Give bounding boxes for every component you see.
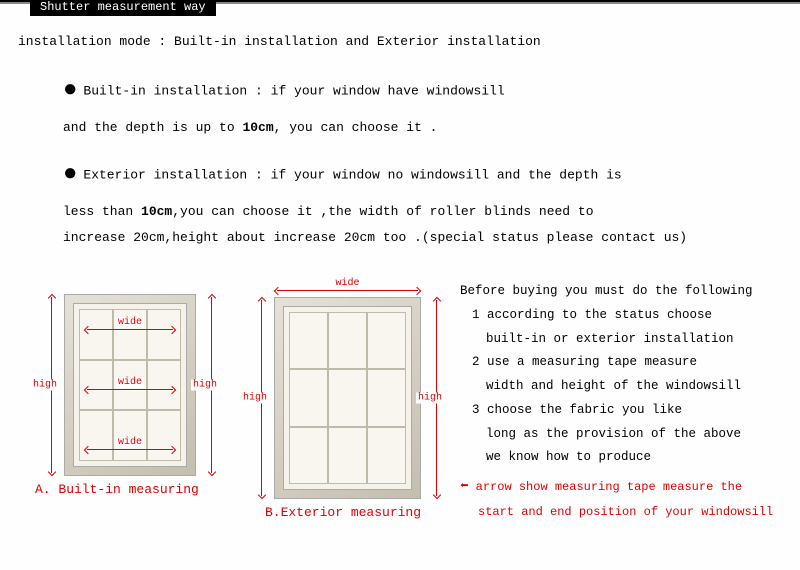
header-stripe: Shutter measurement way xyxy=(0,0,800,4)
bullet-dot-icon: ● xyxy=(63,161,77,188)
step-3b: long as the provision of the above xyxy=(460,423,800,447)
bullet-exterior: ● Exterior installation : if your window … xyxy=(63,151,782,251)
steps-text: Before buying you must do the following … xyxy=(460,280,800,523)
diagram-built-in: wide wide wide high high A. Built-in mea… xyxy=(35,295,205,475)
text-content: installation mode : Built-in installatio… xyxy=(0,4,800,251)
high-arrow-right: high xyxy=(428,298,442,498)
high-arrow-left: high xyxy=(253,298,267,498)
diagram-b-caption: B.Exterior measuring xyxy=(265,505,421,520)
arrow-note: ⬅ arrow show measuring tape measure the … xyxy=(460,474,800,523)
steps-intro: Before buying you must do the following xyxy=(460,280,800,304)
wide-arrow-inner: wide xyxy=(85,381,175,395)
bullet2-line3: increase 20cm,height about increase 20cm… xyxy=(63,230,687,245)
step-3c: we know how to produce xyxy=(460,446,800,470)
arrow-note-b: start and end position of your windowsil… xyxy=(460,505,773,519)
bullet1-line1: Built-in installation : if your window h… xyxy=(83,83,504,98)
high-label: high xyxy=(31,380,59,391)
bullet2-line1: Exterior installation : if your window n… xyxy=(83,167,621,182)
wide-arrow-inner: wide xyxy=(85,321,175,335)
step-3a: 3 choose the fabric you like xyxy=(460,399,800,423)
step-1b: built-in or exterior installation xyxy=(460,328,800,352)
wide-label: wide xyxy=(333,278,361,289)
bullet1-bold: 10cm xyxy=(242,120,273,135)
diagram-a-caption: A. Built-in measuring xyxy=(35,482,199,497)
window-frame-b xyxy=(275,298,420,498)
step-2b: width and height of the windowsill xyxy=(460,375,800,399)
header-title-tag: Shutter measurement way xyxy=(30,0,216,16)
wide-arrow-inner: wide xyxy=(85,441,175,455)
bullet-dot-icon: ● xyxy=(63,77,77,104)
left-arrow-icon: ⬅ xyxy=(460,479,468,495)
installation-mode-line: installation mode : Built-in installatio… xyxy=(18,34,782,49)
high-label: high xyxy=(416,393,444,404)
bullet2-bold: 10cm xyxy=(141,204,172,219)
diagrams-area: wide wide wide high high A. Built-in mea… xyxy=(10,280,790,560)
bullet-built-in: ● Built-in installation : if your window … xyxy=(63,67,782,141)
wide-label: wide xyxy=(116,377,144,388)
arrow-note-a: arrow show measuring tape measure the xyxy=(476,480,742,494)
high-label: high xyxy=(191,380,219,391)
window-grid xyxy=(289,312,406,484)
bullet2-line2a: less than xyxy=(63,204,141,219)
high-label: high xyxy=(241,393,269,404)
bullet1-line2a: and the depth is up to xyxy=(63,120,242,135)
wide-arrow-outer: wide xyxy=(275,282,420,296)
wide-label: wide xyxy=(116,317,144,328)
bullet2-line2b: ,you can choose it ,the width of roller … xyxy=(172,204,593,219)
high-arrow-right: high xyxy=(203,295,217,475)
window-frame-a: wide wide wide xyxy=(65,295,195,475)
step-1a: 1 according to the status choose xyxy=(460,304,800,328)
wide-label: wide xyxy=(116,437,144,448)
high-arrow-left: high xyxy=(43,295,57,475)
bullet1-line2b: , you can choose it . xyxy=(274,120,438,135)
step-2a: 2 use a measuring tape measure xyxy=(460,351,800,375)
diagram-exterior: wide high high B.Exterior measuring xyxy=(245,290,445,498)
